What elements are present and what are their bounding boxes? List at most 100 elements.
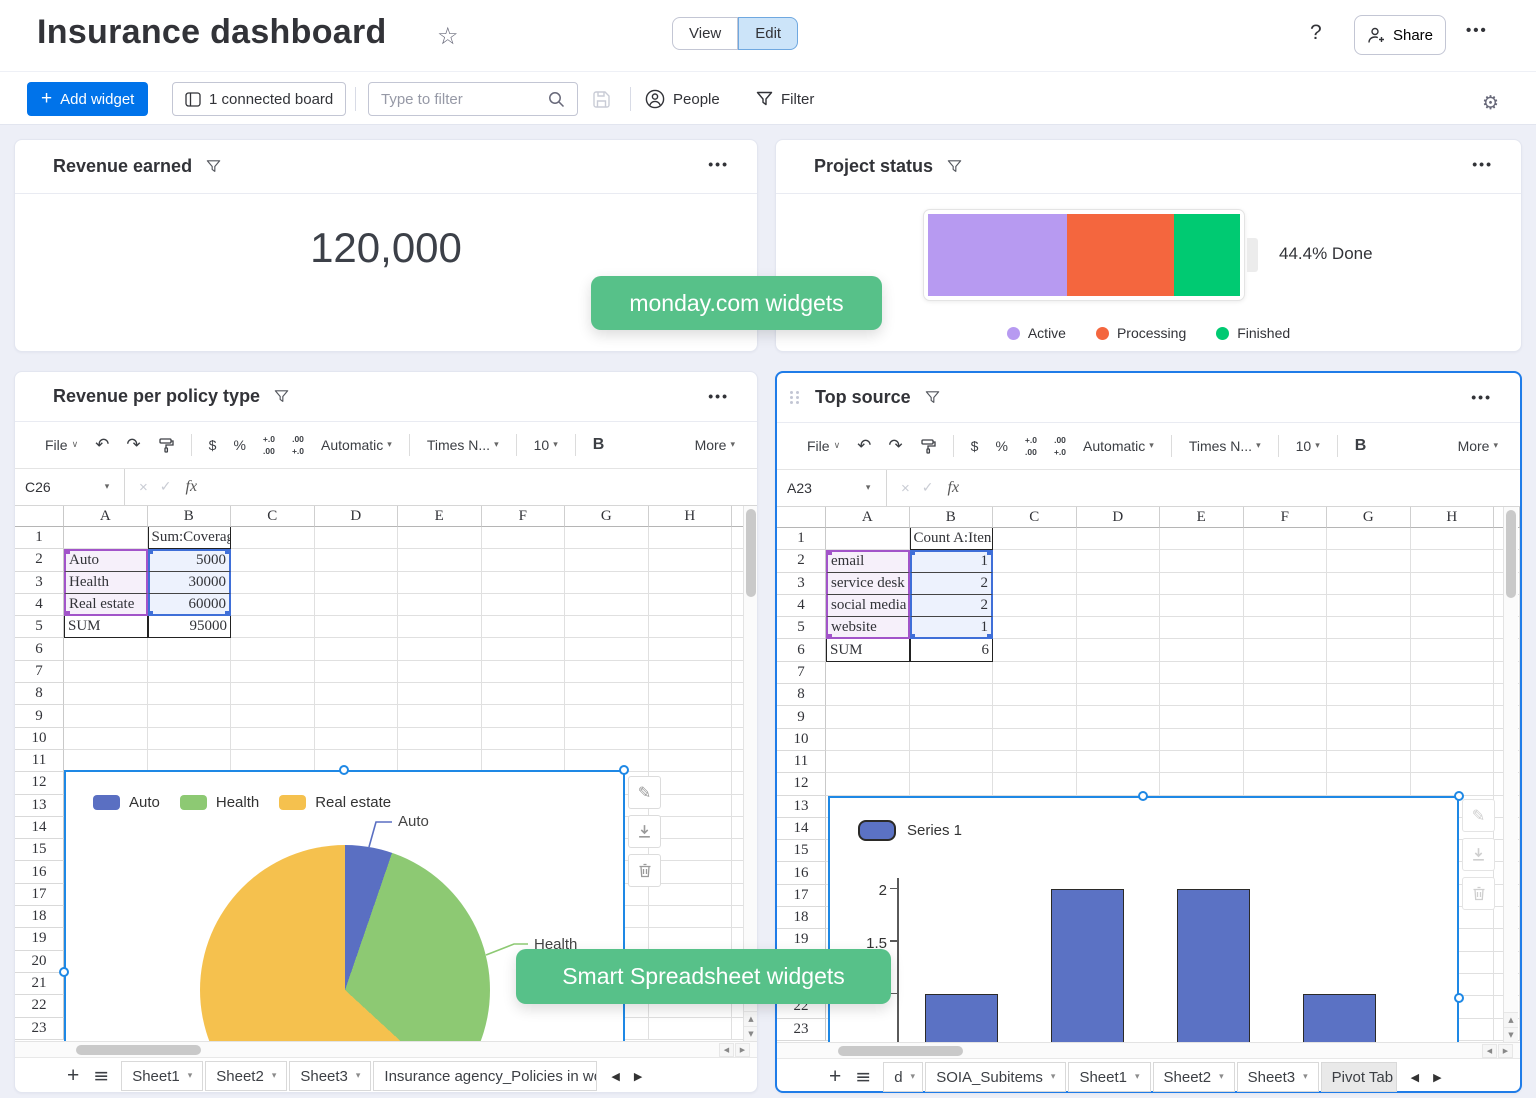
edit-tab[interactable]: Edit xyxy=(738,17,799,50)
fx-icon[interactable]: fx xyxy=(947,479,960,496)
cell-H12[interactable] xyxy=(1410,773,1494,796)
cell-H10[interactable] xyxy=(648,727,732,750)
cell-B6[interactable] xyxy=(147,638,231,661)
cell-A4[interactable]: Real estate xyxy=(64,593,148,617)
cell-G7[interactable] xyxy=(565,660,649,684)
cell-B5[interactable]: 1 xyxy=(909,617,993,640)
cell-A3[interactable]: Health xyxy=(64,571,148,594)
row-header-19[interactable]: 19 xyxy=(15,928,64,951)
decrease-decimals-button[interactable]: .00 +.0 xyxy=(291,434,305,456)
tab-dropdown-icon[interactable]: ▾ xyxy=(1050,1072,1056,1082)
row-header-13[interactable]: 13 xyxy=(777,795,826,818)
cell-H11[interactable] xyxy=(1410,750,1494,774)
cell-H19[interactable] xyxy=(648,928,732,951)
delete-chart-button[interactable] xyxy=(628,854,661,887)
help-icon[interactable]: ? xyxy=(1310,21,1322,44)
number-format-select[interactable]: Automatic ▾ xyxy=(321,437,392,453)
cell-H6[interactable] xyxy=(648,638,732,661)
cell-D11[interactable] xyxy=(1076,750,1160,774)
percent-format-button[interactable]: % xyxy=(233,437,246,453)
col-header-B[interactable]: B xyxy=(909,507,993,528)
font-family-select[interactable]: Times N... ▾ xyxy=(1188,438,1261,454)
cell-F11[interactable] xyxy=(481,749,565,773)
cell-reference-box[interactable]: C26 ▾ xyxy=(15,469,125,505)
add-widget-button[interactable]: + Add widget xyxy=(27,82,149,116)
all-sheets-menu-icon[interactable]: ≡ xyxy=(855,1066,872,1088)
cell-D2[interactable] xyxy=(314,549,398,572)
col-header-A[interactable]: A xyxy=(826,507,910,528)
cell-D1[interactable] xyxy=(314,527,398,550)
col-header-A[interactable]: A xyxy=(64,506,148,527)
cell-B7[interactable] xyxy=(147,660,231,684)
cell-D3[interactable] xyxy=(314,571,398,594)
cell-D6[interactable] xyxy=(314,638,398,661)
tab-dropdown-icon[interactable]: ▾ xyxy=(355,1071,361,1081)
cell-B7[interactable] xyxy=(909,661,993,685)
cell-B4[interactable]: 60000 xyxy=(147,593,231,617)
row-header-14[interactable]: 14 xyxy=(15,816,64,840)
sheet-tab-sheet3[interactable]: Sheet3 ▾ xyxy=(289,1061,372,1091)
horizontal-scrollbar[interactable]: ◀ ▶ xyxy=(15,1041,757,1058)
cell-E9[interactable] xyxy=(1160,706,1244,729)
cell-H3[interactable] xyxy=(648,571,732,594)
cell-F3[interactable] xyxy=(1243,572,1327,595)
cell-F6[interactable] xyxy=(481,638,565,661)
row-header-11[interactable]: 11 xyxy=(777,750,826,774)
cell-C6[interactable] xyxy=(993,639,1077,662)
favorite-star-icon[interactable]: ☆ xyxy=(437,22,459,50)
cell-C4[interactable] xyxy=(231,593,315,617)
cell-A2[interactable]: Auto xyxy=(64,549,148,572)
scrollbar-thumb[interactable] xyxy=(1506,510,1516,598)
cell-reference-box[interactable]: A23 ▾ xyxy=(777,470,887,506)
scroll-up-icon[interactable]: ▲ xyxy=(744,1011,757,1026)
row-header-23[interactable]: 23 xyxy=(777,1018,826,1041)
cell-D3[interactable] xyxy=(1076,572,1160,595)
cell-H6[interactable] xyxy=(1410,639,1494,662)
cell-A5[interactable]: SUM xyxy=(64,616,148,639)
cell-H1[interactable] xyxy=(648,527,732,550)
cell-C6[interactable] xyxy=(231,638,315,661)
cell-H14[interactable] xyxy=(648,816,732,840)
tabs-prev-icon[interactable]: ◀ xyxy=(611,1069,620,1083)
cell-B1[interactable]: Sum:Coverag xyxy=(147,527,231,550)
font-size-select[interactable]: 10 ▾ xyxy=(533,437,558,453)
cell-C12[interactable] xyxy=(993,773,1077,796)
cell-E11[interactable] xyxy=(398,749,482,773)
col-header-H[interactable]: H xyxy=(1410,507,1494,528)
row-header-18[interactable]: 18 xyxy=(15,906,64,929)
cell-H23[interactable] xyxy=(648,1017,732,1040)
currency-format-button[interactable]: $ xyxy=(208,437,217,453)
row-header-16[interactable]: 16 xyxy=(777,862,826,885)
cancel-icon[interactable]: × xyxy=(139,478,148,496)
cell-B2[interactable]: 5000 xyxy=(147,549,231,572)
cell-C3[interactable] xyxy=(231,571,315,594)
bold-button[interactable]: B xyxy=(1354,437,1367,454)
increase-decimals-button[interactable]: +.0.00 xyxy=(1024,435,1037,457)
cell-H12[interactable] xyxy=(648,772,732,795)
scroll-left-icon[interactable]: ◀ xyxy=(719,1043,734,1057)
cell-F7[interactable] xyxy=(1243,661,1327,685)
filter-funnel-icon[interactable] xyxy=(206,159,221,174)
cell-G10[interactable] xyxy=(1327,728,1411,751)
decrease-decimals-button[interactable]: .00 +.0 xyxy=(1053,435,1067,457)
cell-E7[interactable] xyxy=(1160,661,1244,685)
bold-button[interactable]: B xyxy=(592,436,605,453)
scroll-up-icon[interactable]: ▲ xyxy=(1504,1012,1518,1027)
cell-G12[interactable] xyxy=(1327,773,1411,796)
row-header-17[interactable]: 17 xyxy=(777,884,826,908)
cell-F1[interactable] xyxy=(1243,528,1327,551)
cell-H2[interactable] xyxy=(648,549,732,572)
scrollbar-thumb[interactable] xyxy=(76,1045,201,1055)
row-header-17[interactable]: 17 xyxy=(15,883,64,907)
font-size-select[interactable]: 10 ▾ xyxy=(1295,438,1320,454)
cell-B11[interactable] xyxy=(147,749,231,773)
cell-B12[interactable] xyxy=(909,773,993,796)
cell-F8[interactable] xyxy=(1243,684,1327,707)
scroll-left-icon[interactable]: ◀ xyxy=(1482,1044,1497,1058)
cell-G2[interactable] xyxy=(565,549,649,572)
cell-H13[interactable] xyxy=(648,794,732,817)
scroll-down-icon[interactable]: ▼ xyxy=(1504,1027,1518,1042)
row-header-18[interactable]: 18 xyxy=(777,907,826,930)
cell-B8[interactable] xyxy=(909,684,993,707)
cell-B1[interactable]: Count A:Iten xyxy=(909,528,993,551)
